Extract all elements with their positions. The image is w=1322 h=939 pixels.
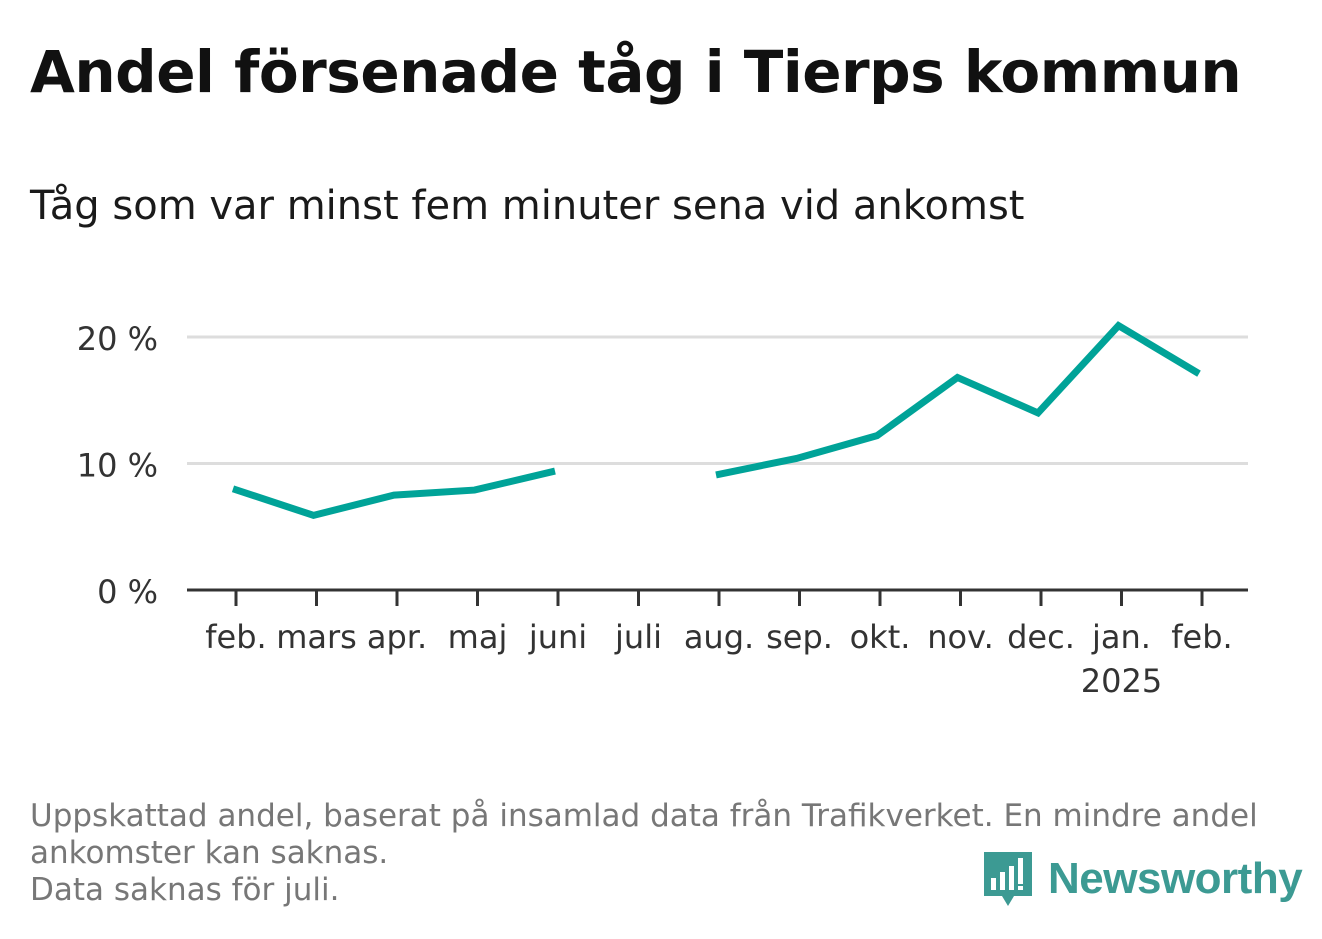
x-tick-label: juni bbox=[528, 618, 587, 656]
x-tick-label: juli bbox=[614, 618, 662, 656]
gridlines bbox=[187, 335, 1248, 465]
chart-subtitle: Tåg som var minst fem minuter sena vid a… bbox=[30, 183, 1025, 229]
y-tick-label: 0 % bbox=[97, 573, 158, 611]
footnote-line-2: Data saknas för juli. bbox=[30, 872, 340, 908]
x-tick-label: feb. bbox=[205, 618, 266, 656]
x-tick-label: mars bbox=[276, 618, 357, 656]
brand-name: Newsworthy bbox=[1048, 854, 1303, 903]
footnote-line-1: Uppskattad andel, baserat på insamlad da… bbox=[30, 798, 1258, 871]
newsworthy-logo-icon bbox=[984, 852, 1032, 906]
x-tick-label: maj bbox=[448, 618, 508, 656]
series-line-segment-0 bbox=[231, 467, 556, 520]
x-tick-label: dec. bbox=[1007, 618, 1075, 656]
chart-title: Andel försenade tåg i Tierps kommun bbox=[30, 38, 1242, 106]
x-tick-label: aug. bbox=[684, 618, 754, 656]
brand-logo: Newsworthy bbox=[980, 848, 1303, 910]
year-label: 2025 bbox=[1081, 662, 1162, 700]
x-tick-label: sep. bbox=[766, 618, 833, 656]
y-axis-ticks: 0 % 10 % 20 % bbox=[77, 320, 158, 611]
x-axis-ticks: feb. mars apr. maj juni juli aug. sep. okt. nov. d… bbox=[205, 590, 1233, 700]
x-tick-label: feb. bbox=[1171, 618, 1232, 656]
x-tick-label: nov. bbox=[927, 618, 993, 656]
x-tick-label: jan. bbox=[1091, 618, 1151, 656]
x-tick-label: okt. bbox=[850, 618, 911, 656]
y-tick-label: 10 % bbox=[77, 447, 158, 485]
series-line-segment-1 bbox=[715, 321, 1201, 479]
series-lines bbox=[231, 321, 1201, 520]
footnote: Uppskattad andel, baserat på insamlad da… bbox=[30, 798, 1280, 909]
y-tick-label: 20 % bbox=[77, 320, 158, 358]
x-tick-label: apr. bbox=[367, 618, 427, 656]
